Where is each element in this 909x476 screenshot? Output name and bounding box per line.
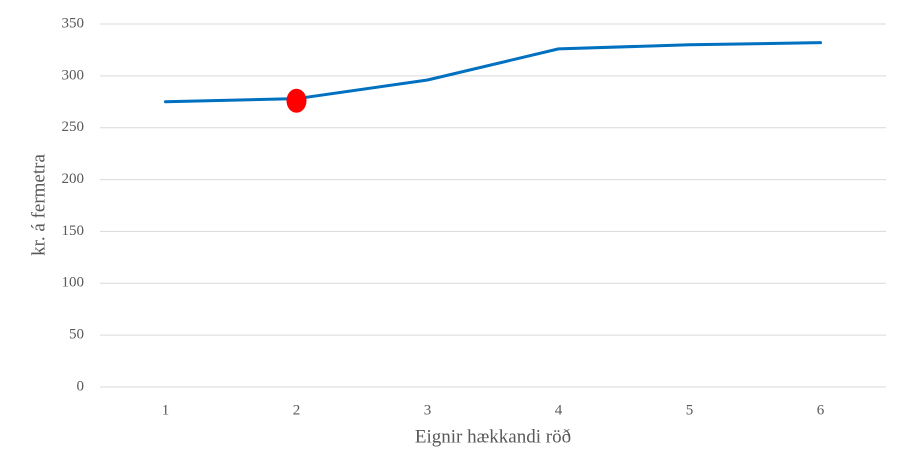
- y-tick-label: 50: [69, 327, 84, 343]
- highlight-marker: [286, 88, 307, 113]
- x-tick-label: 2: [293, 402, 301, 418]
- x-tick-label: 1: [162, 402, 170, 418]
- x-tick-label: 5: [686, 402, 694, 418]
- x-axis-title: Eignir hækkandi röð: [415, 426, 571, 447]
- y-axis-title: kr. á fermetra: [28, 154, 49, 256]
- y-tick-label: 300: [62, 67, 85, 83]
- x-tick-label: 3: [424, 402, 432, 418]
- y-tick-label: 150: [62, 223, 85, 239]
- x-tick-label: 6: [817, 402, 825, 418]
- y-tick-label: 100: [62, 275, 85, 291]
- x-tick-label: 4: [555, 402, 563, 418]
- data-line: [164, 41, 822, 104]
- y-tick-label: 0: [77, 378, 85, 394]
- y-tick-label: 200: [62, 171, 85, 187]
- y-tick-label: 350: [62, 15, 85, 31]
- y-tick-label: 250: [62, 119, 85, 135]
